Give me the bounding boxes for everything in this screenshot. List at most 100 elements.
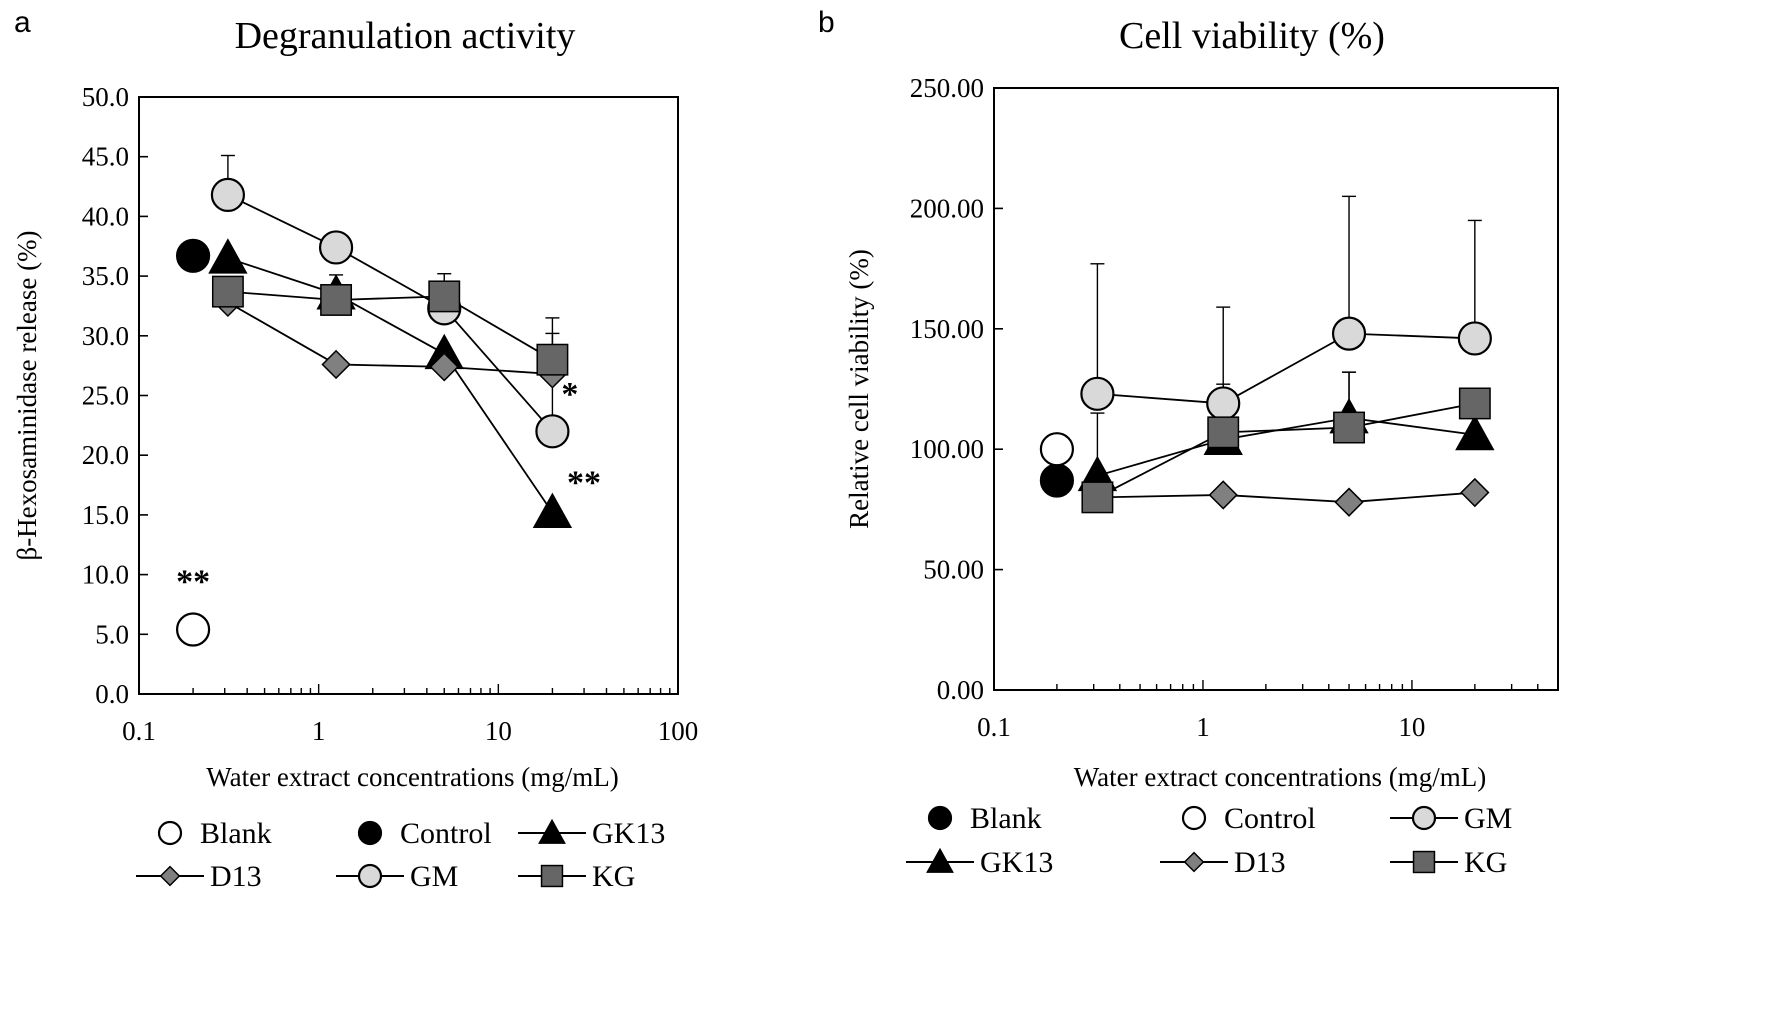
data-point-d13 [1208, 480, 1238, 510]
data-point-d13 [1334, 487, 1364, 517]
legend-item-gk13: GK13 [518, 817, 665, 850]
legend-marker [1181, 805, 1207, 831]
y-tick-label: 35.0 [82, 261, 129, 291]
data-point-kg [211, 275, 244, 308]
y-tick-label: 30.0 [82, 321, 129, 351]
series-line-gm [227, 194, 554, 432]
legend-marker [357, 820, 383, 846]
legend-marker [159, 865, 181, 887]
data-point-d13 [321, 349, 351, 380]
legend-marker [1412, 850, 1436, 874]
legend-label: Blank [200, 817, 272, 850]
legend-marker [926, 847, 954, 873]
data-point-gm [210, 177, 246, 213]
data-point-gm [1206, 386, 1241, 421]
data-point-kg [536, 343, 569, 376]
data-point-d13 [429, 352, 459, 382]
legend-label: GK13 [592, 817, 665, 850]
y-tick-label: 50.0 [82, 82, 129, 112]
chart-title: Degranulation activity [235, 15, 576, 57]
y-tick-label: 5.0 [95, 619, 129, 649]
y-axis-label: Relative cell viability (%) [844, 249, 874, 529]
legend-item-d13: D13 [1160, 846, 1286, 879]
significance-annotation: ** [567, 464, 601, 501]
series-line-d13 [1097, 491, 1475, 504]
chart-panel-b: b Cell viability (%) 0.00 50.00 100.00 150.00… [818, 6, 1559, 879]
x-tick-label: 0.1 [977, 712, 1011, 742]
legend-marker [927, 805, 953, 831]
series-line-d13 [227, 301, 553, 375]
data-point-kg [428, 280, 461, 313]
legend-item-blank: Blank [157, 817, 272, 850]
data-point-gm [318, 230, 354, 265]
legend-item-control: Control [1181, 802, 1316, 835]
y-tick-label: 150.00 [910, 314, 984, 344]
data-point-control [175, 238, 211, 273]
series-line-kg [1096, 402, 1476, 499]
legend-item-control: Control [357, 817, 492, 850]
legend-marker [1183, 851, 1205, 873]
x-tick-label: 10 [1398, 712, 1425, 742]
data-point-kg [1458, 387, 1491, 420]
y-tick-label: 250.00 [910, 73, 984, 103]
y-tick-label: 0.0 [95, 679, 129, 709]
y-tick-label: 10.0 [82, 560, 129, 590]
x-tick-label: 1 [1196, 712, 1210, 742]
y-axis-label: β-Hexosaminidase release (%) [12, 230, 42, 560]
legend-label: KG [592, 860, 635, 893]
data-point-d13 [1460, 477, 1490, 508]
significance-annotation: * [561, 376, 578, 413]
data-point-kg [320, 284, 353, 316]
y-tick-label: 25.0 [82, 381, 129, 411]
series-line-gk13 [1097, 416, 1475, 477]
x-tick-label: 100 [658, 716, 699, 746]
data-point-gk13 [532, 492, 573, 528]
legend-item-kg: KG [518, 860, 635, 893]
x-tick-label: 10 [485, 716, 512, 746]
legend-label: KG [1464, 846, 1507, 879]
plot-frame [993, 87, 1559, 691]
series-line-kg [227, 290, 553, 361]
chart-title: Cell viability (%) [1119, 15, 1385, 57]
series-line-gm [1097, 332, 1475, 405]
legend: Blank Control GK13 D13 GM KG [136, 817, 665, 893]
legend-marker [538, 818, 566, 844]
legend-item-gm: GM [336, 860, 458, 893]
legend-item-kg: KG [1390, 846, 1507, 879]
x-axis-label: Water extract concentrations (mg/mL) [206, 762, 618, 792]
legend-marker [1411, 805, 1437, 831]
y-tick-label: 15.0 [82, 500, 129, 530]
y-tick-label: 45.0 [82, 142, 129, 172]
data-point-gk13 [208, 238, 248, 274]
legend-label: GM [1464, 802, 1512, 835]
legend-label: GK13 [980, 846, 1053, 879]
y-tick-label: 0.00 [937, 675, 984, 705]
legend-marker [157, 820, 183, 846]
legend-label: Control [400, 817, 492, 850]
y-tick-label: 200.00 [910, 193, 984, 223]
legend-marker [357, 863, 383, 889]
data-point-gk13 [1455, 414, 1495, 451]
x-axis-label: Water extract concentrations (mg/mL) [1074, 762, 1486, 792]
data-point-control [1039, 432, 1075, 467]
legend-label: Control [1224, 802, 1316, 835]
legend-label: D13 [210, 860, 262, 893]
legend-item-d13: D13 [136, 860, 262, 893]
data-point-kg [1081, 481, 1114, 514]
y-tick-label: 20.0 [82, 440, 129, 470]
legend: Blank Control GM GK13 D13 KG [906, 802, 1512, 879]
y-tick-label: 50.00 [923, 555, 984, 585]
data-point-kg [1333, 411, 1365, 444]
legend-label: D13 [1234, 846, 1286, 879]
legend-label: Blank [970, 802, 1042, 835]
y-tick-label: 40.0 [82, 201, 129, 231]
data-point-kg [1207, 416, 1240, 449]
significance-annotation: ** [176, 564, 210, 601]
data-point-gm [1457, 321, 1492, 356]
data-point-blank [175, 612, 211, 647]
data-point-gm [1331, 316, 1367, 351]
x-tick-label: 0.1 [122, 716, 156, 746]
panel-letter: b [818, 6, 835, 39]
legend-item-gk13: GK13 [906, 846, 1053, 879]
legend-item-gm: GM [1390, 802, 1512, 835]
